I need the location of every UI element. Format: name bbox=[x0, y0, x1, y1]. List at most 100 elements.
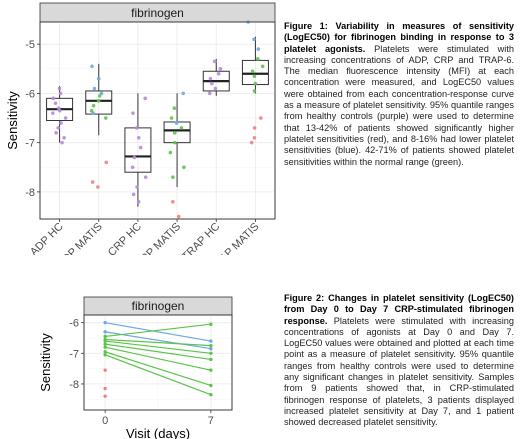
data-point bbox=[143, 175, 148, 179]
x-tick-label: ADP MATIS bbox=[55, 221, 105, 255]
data-point bbox=[181, 91, 186, 96]
x-tick-label: ADP HC bbox=[28, 221, 66, 255]
x-tick-label: 7 bbox=[208, 415, 214, 427]
figure-2-caption-body: Platelets were stimulated with increasin… bbox=[284, 315, 515, 428]
data-point bbox=[207, 91, 212, 96]
facet-label: fibrinogen bbox=[132, 299, 185, 313]
data-point bbox=[171, 199, 175, 204]
data-point bbox=[252, 126, 257, 130]
figure-2-caption: Figure 2: Changes in platelet sensitivit… bbox=[284, 293, 514, 429]
data-point bbox=[252, 89, 257, 93]
series-line bbox=[105, 346, 211, 371]
data-point bbox=[138, 145, 143, 150]
series-point bbox=[103, 334, 107, 339]
series-line bbox=[104, 351, 212, 387]
box bbox=[85, 90, 113, 115]
data-point bbox=[216, 71, 221, 76]
data-point bbox=[103, 394, 107, 398]
data-point bbox=[53, 101, 58, 106]
data-point bbox=[135, 185, 139, 189]
data-point bbox=[259, 116, 263, 120]
y-tick-label: -7 bbox=[69, 348, 79, 360]
data-point bbox=[249, 140, 254, 145]
data-point bbox=[51, 111, 55, 115]
data-point bbox=[253, 81, 258, 86]
series-point bbox=[209, 392, 213, 397]
data-point bbox=[168, 150, 173, 155]
data-point bbox=[103, 368, 107, 372]
data-point bbox=[143, 96, 148, 101]
series-line bbox=[105, 338, 211, 347]
data-point bbox=[96, 185, 100, 189]
data-point bbox=[131, 192, 136, 197]
y-tick-label: -7 bbox=[25, 138, 35, 150]
y-tick-label: -8 bbox=[25, 187, 35, 199]
series-point bbox=[209, 351, 213, 356]
data-point bbox=[179, 126, 184, 130]
data-point bbox=[103, 116, 108, 120]
series-line bbox=[105, 340, 211, 354]
series-point bbox=[209, 343, 213, 348]
y-axis-title: Sensitivity bbox=[5, 91, 20, 150]
facet-label: fibrinogen bbox=[131, 6, 184, 20]
data-point bbox=[60, 140, 64, 145]
data-point bbox=[104, 160, 109, 165]
data-point bbox=[92, 86, 97, 91]
data-point bbox=[54, 131, 58, 135]
data-point bbox=[171, 175, 175, 179]
data-point bbox=[252, 37, 256, 42]
data-point bbox=[174, 121, 179, 125]
data-point bbox=[172, 140, 177, 145]
data-point bbox=[210, 81, 214, 86]
series-point bbox=[103, 345, 107, 349]
x-axis-title: Visit (days) bbox=[126, 426, 190, 439]
series-line bbox=[105, 323, 211, 338]
series-point bbox=[209, 383, 213, 388]
series-point bbox=[103, 353, 107, 357]
data-point bbox=[59, 121, 63, 125]
data-point bbox=[89, 108, 94, 113]
data-point bbox=[255, 57, 260, 61]
panel-border bbox=[39, 21, 276, 220]
data-point bbox=[169, 116, 174, 120]
data-point bbox=[131, 111, 135, 115]
data-point bbox=[62, 135, 66, 140]
y-tick-label: -6 bbox=[25, 88, 35, 100]
data-point bbox=[97, 94, 102, 98]
figure-1-caption-title: Figure 1: Variability in measures of sen… bbox=[284, 21, 514, 54]
data-point bbox=[58, 91, 63, 96]
data-point bbox=[213, 86, 218, 91]
series-point bbox=[103, 320, 107, 325]
data-point bbox=[57, 86, 62, 91]
data-point bbox=[90, 180, 95, 184]
data-point bbox=[134, 126, 139, 130]
panel-background bbox=[39, 21, 276, 220]
data-point bbox=[208, 76, 213, 81]
series-point bbox=[209, 339, 213, 343]
data-point bbox=[132, 155, 137, 160]
data-point bbox=[136, 135, 141, 140]
data-point bbox=[91, 103, 96, 108]
series-point bbox=[209, 347, 213, 351]
data-point bbox=[250, 69, 255, 74]
figure-2-caption-title: Figure 2: Changes in platelet sensitivit… bbox=[284, 293, 514, 326]
y-tick-label: -5 bbox=[25, 39, 35, 51]
data-point bbox=[57, 108, 62, 113]
x-tick-label: TRAP HC bbox=[180, 221, 223, 255]
series-point bbox=[103, 330, 107, 334]
data-point bbox=[90, 64, 94, 69]
series-line bbox=[105, 343, 211, 361]
series-point bbox=[209, 368, 213, 372]
series-point bbox=[103, 350, 107, 354]
data-point bbox=[130, 165, 135, 170]
data-point bbox=[172, 131, 177, 135]
figure-2-lineplot: fibrinogen -8 -7 -6 0 7 Sensitivity Visit (days… bbox=[38, 296, 233, 439]
data-point bbox=[212, 59, 217, 64]
series-line bbox=[105, 322, 211, 342]
data-point bbox=[252, 135, 257, 140]
data-point bbox=[136, 199, 141, 204]
y-tick-label: -8 bbox=[69, 379, 79, 391]
panel-border bbox=[83, 314, 233, 411]
data-point bbox=[172, 106, 177, 110]
data-point bbox=[51, 96, 56, 101]
